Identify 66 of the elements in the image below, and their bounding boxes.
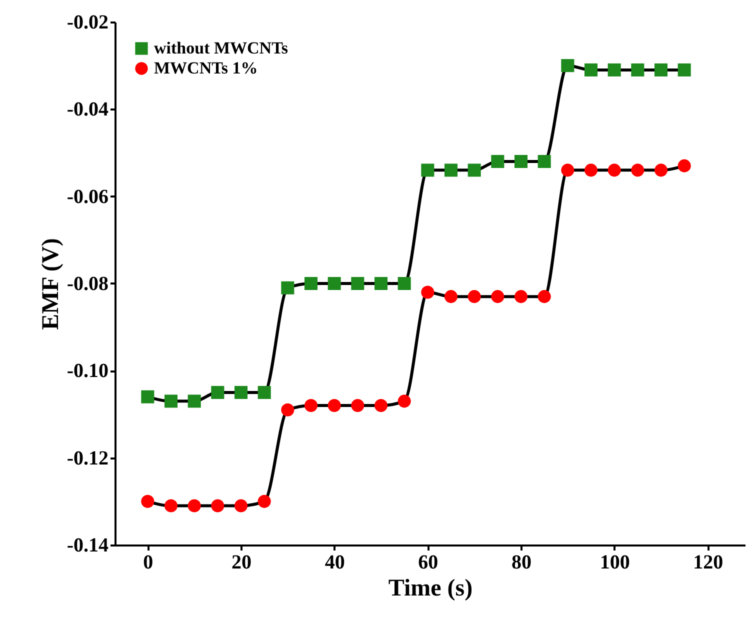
point [444, 164, 458, 177]
point [234, 386, 248, 399]
point [328, 276, 341, 290]
point [141, 390, 154, 404]
y-tick-label: -0.14 [66, 534, 108, 556]
point [188, 499, 201, 512]
x-tick-label: 100 [600, 552, 630, 574]
y-tick-label: -0.12 [66, 447, 108, 470]
point [304, 399, 318, 412]
y-axis-title: EMF (V) [38, 238, 64, 330]
point [538, 290, 551, 304]
point [608, 63, 621, 76]
point [584, 63, 598, 76]
point [678, 63, 691, 76]
point [514, 154, 528, 168]
x-tick-label: 40 [324, 552, 345, 574]
point [468, 164, 481, 177]
point [281, 403, 294, 416]
y-tick-label: -0.08 [66, 273, 108, 295]
point [398, 394, 411, 408]
point [211, 386, 224, 399]
point [654, 63, 668, 76]
point [258, 386, 271, 399]
point [584, 164, 598, 177]
point [328, 399, 341, 412]
point [211, 499, 224, 512]
point [374, 399, 388, 412]
point [421, 164, 434, 177]
point [374, 276, 388, 290]
point [188, 394, 201, 408]
point [514, 290, 528, 304]
x-tick-label: 0 [143, 552, 154, 574]
x-axis-title: Time (s) [388, 576, 473, 602]
x-tick-label: 20 [232, 552, 252, 574]
point [164, 499, 178, 512]
point [141, 494, 154, 508]
point [631, 164, 644, 177]
point [631, 63, 644, 76]
point [491, 290, 504, 304]
point [561, 164, 574, 177]
point [538, 154, 551, 168]
point [281, 281, 294, 294]
legend-label: without MWCNTs [154, 38, 288, 58]
legend-label: MWCNTs 1% [154, 58, 258, 78]
y-tick-label: -0.10 [66, 360, 108, 382]
point [468, 290, 481, 304]
point [654, 164, 668, 177]
x-tick-label: 60 [418, 552, 438, 574]
point [258, 494, 271, 508]
point [491, 154, 504, 168]
y-tick-label: -0.06 [66, 186, 108, 208]
point [234, 499, 248, 512]
x-tick-label: 80 [512, 552, 532, 574]
point [608, 164, 621, 177]
point [678, 159, 691, 172]
y-tick-label: -0.04 [66, 98, 108, 121]
point [444, 290, 458, 304]
point [398, 276, 411, 290]
point [421, 286, 434, 299]
point [164, 394, 178, 408]
point [561, 59, 574, 72]
y-tick-label: -0.02 [66, 12, 108, 34]
point [351, 399, 364, 412]
point [304, 276, 318, 290]
x-tick-label: 120 [693, 552, 724, 574]
point [351, 276, 364, 290]
